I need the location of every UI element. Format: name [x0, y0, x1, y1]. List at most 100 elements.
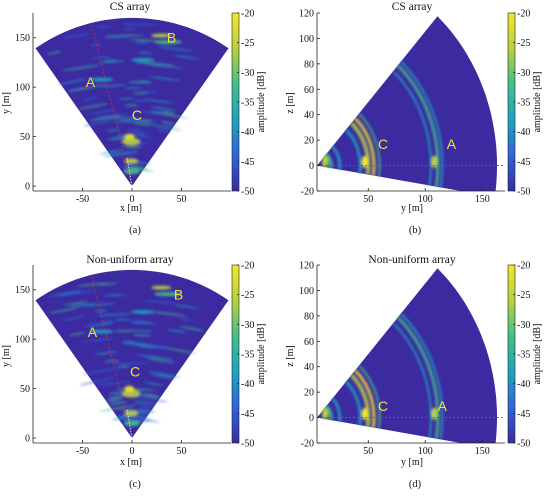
speckle-streak [89, 115, 123, 121]
speckle-streak [129, 343, 167, 348]
colorbar-tick-label: -50 [517, 439, 530, 450]
hot-spot [89, 329, 114, 334]
speckle-streak [97, 282, 118, 286]
speckle-streak [143, 122, 182, 131]
speckle-streak [63, 301, 89, 306]
speckle-streak [173, 304, 200, 309]
plot-area [35, 269, 229, 439]
speckle-streak [100, 320, 114, 323]
speckle-streak [121, 23, 159, 26]
colorbar-tick-label: -50 [517, 187, 530, 198]
speckle-streak [164, 347, 197, 355]
sector-background [35, 17, 229, 187]
panel-label: (d) [409, 479, 422, 490]
speckle-streak [70, 303, 96, 308]
dashed-line [90, 274, 133, 439]
y-tick-label: 60 [304, 85, 314, 96]
speckle-streak [134, 99, 147, 102]
hot-spot [124, 385, 135, 392]
speckle-streak [98, 404, 138, 412]
speckle-streak [150, 311, 187, 317]
speckle-streak [109, 150, 138, 155]
speckle-streak [96, 313, 131, 317]
speckle-streak [100, 84, 127, 88]
x-axis-label: x [m] [120, 203, 142, 214]
speckle-streak [127, 320, 150, 323]
y-tick-label: 100 [15, 335, 30, 346]
colorbar-tick-label: -30 [517, 68, 530, 79]
hot-spot [153, 292, 182, 297]
hot-spot [151, 33, 172, 38]
panel-label: (c) [129, 479, 141, 490]
colorbar-label: amplitude [dB] [256, 324, 267, 385]
speckle-streak [114, 318, 130, 321]
range-arc [331, 397, 342, 422]
chart-title: CS array [110, 1, 151, 13]
x-tick-label: 50 [177, 446, 187, 457]
colorbar-tick-label: -40 [241, 379, 254, 390]
y-tick-label: 40 [304, 362, 314, 373]
y-tick-label: 0 [309, 413, 314, 424]
speckle-streak [142, 90, 159, 94]
speckle-streak [91, 56, 112, 60]
speckle-streak [104, 293, 127, 297]
speckle-streak [58, 291, 83, 297]
speckle-streak [81, 337, 116, 343]
colorbar-tick-label: -25 [517, 38, 530, 49]
speckle-streak [118, 97, 134, 100]
speckle-streak [102, 151, 140, 158]
y-tick-label: -20 [301, 187, 314, 198]
speckle-streak [160, 121, 177, 126]
speckle-layer [46, 23, 199, 175]
speckle-streak [138, 393, 160, 398]
x-axis-label: y [m] [401, 203, 423, 214]
hot-spot [122, 389, 141, 398]
speckle-streak [113, 362, 149, 365]
y-tick-label: 100 [299, 34, 314, 45]
colorbar-tick-label: -45 [517, 409, 530, 420]
sector-background [317, 16, 497, 191]
x-tick-label: 50 [177, 194, 187, 205]
target-label: B [174, 287, 183, 303]
speckle-streak [109, 400, 122, 404]
hot-spot [124, 168, 140, 175]
x-tick-label: 50 [363, 194, 373, 205]
colorbar-tick-label: -35 [241, 98, 254, 109]
x-tick-label: 0 [130, 194, 135, 205]
colorbar-label: amplitude [dB] [532, 324, 543, 385]
speckle-streak [93, 351, 119, 355]
colorbar-tick-label: -45 [241, 409, 254, 420]
y-tick-label: 80 [304, 311, 314, 322]
y-axis-label: y [m] [1, 345, 12, 367]
speckle-streak [173, 54, 199, 60]
speckle-streak [138, 51, 153, 54]
range-arc [392, 322, 432, 438]
y-axis-label: y [m] [1, 92, 12, 114]
x-tick-label: 150 [475, 446, 490, 457]
dotted-line [126, 408, 133, 439]
colorbar-tick-label: -50 [241, 187, 254, 198]
speckle-streak [161, 111, 175, 115]
speckle-streak [166, 329, 187, 333]
speckle-streak [123, 145, 143, 149]
y-tick-label: 60 [304, 337, 314, 348]
speckle-layer [48, 282, 205, 427]
speckle-streak [114, 329, 138, 333]
speckle-streak [113, 117, 138, 120]
speckle-streak [46, 50, 62, 55]
colorbar-tick-label: -35 [517, 98, 530, 109]
range-arc [396, 64, 440, 187]
hot-spot [322, 155, 328, 168]
speckle-streak [121, 165, 142, 169]
speckle-streak [132, 92, 148, 95]
plot-area [35, 17, 229, 187]
speckle-streak [99, 148, 124, 155]
hot-spot [361, 407, 368, 420]
sector-background [35, 269, 229, 439]
target-label: C [378, 398, 388, 414]
target-label: B [167, 30, 176, 46]
range-arc [396, 316, 440, 439]
speckle-streak [142, 99, 174, 104]
hot-spot [122, 137, 141, 146]
speckle-streak [117, 418, 152, 422]
